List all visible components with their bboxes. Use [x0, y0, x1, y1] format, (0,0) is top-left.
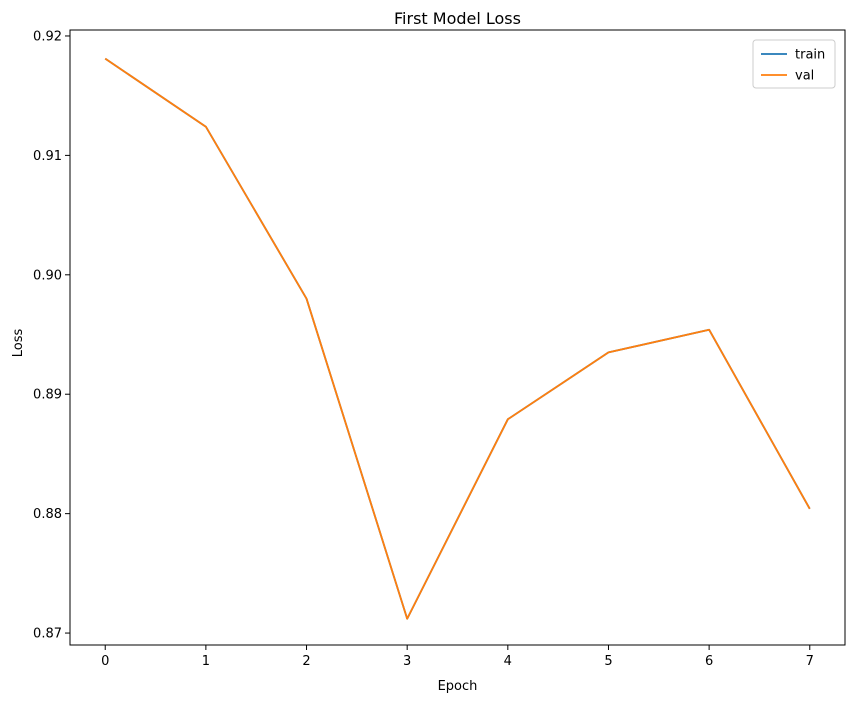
- chart-title: First Model Loss: [394, 9, 521, 28]
- legend: train val: [752, 39, 836, 89]
- axes-frame: [69, 29, 846, 646]
- x-tick-label: 6: [705, 654, 713, 669]
- legend-label-val: val: [795, 69, 814, 84]
- x-tick-label: 3: [403, 654, 411, 669]
- legend-box: [752, 39, 836, 89]
- y-tick-label: 0.88: [33, 507, 62, 522]
- plot-area: 0 1 2 3 4 5 6 7 0.87 0.88 0.89 0.90 0.91 0.92: [33, 29, 846, 669]
- y-tick-label: 0.89: [33, 388, 62, 403]
- series-line-val: [104, 57, 811, 620]
- x-tick-label: 2: [302, 654, 310, 669]
- x-tick-label: 7: [806, 654, 814, 669]
- x-tick-label: 0: [101, 654, 109, 669]
- y-tick-label: 0.90: [33, 268, 62, 283]
- x-axis-label: Epoch: [438, 679, 478, 694]
- y-axis-label: Loss: [11, 329, 26, 358]
- y-tick-label: 0.87: [33, 627, 62, 642]
- y-tick-label: 0.91: [33, 149, 62, 164]
- x-tick-label: 4: [504, 654, 512, 669]
- x-tick-label: 5: [604, 654, 612, 669]
- y-tick-label: 0.92: [33, 29, 62, 44]
- legend-label-train: train: [795, 48, 825, 63]
- x-tick-label: 1: [202, 654, 210, 669]
